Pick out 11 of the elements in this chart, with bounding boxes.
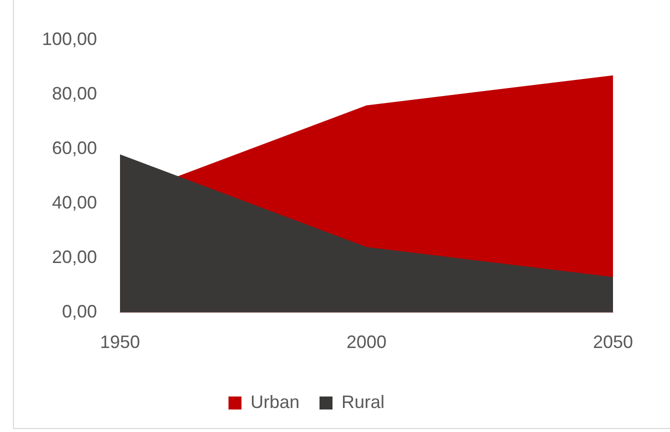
y-tick-label: 60,00 — [52, 138, 97, 158]
y-tick-label: 80,00 — [52, 83, 97, 104]
y-tick-label: 100,00 — [42, 28, 97, 49]
y-tick-label: 20,00 — [52, 246, 97, 267]
y-tick-label: 40,00 — [52, 192, 97, 212]
x-tick-label: 2050 — [592, 332, 634, 352]
legend-label: Rural — [342, 392, 385, 412]
x-tick-label: 2000 — [346, 332, 387, 352]
y-tick-label: 0,00 — [62, 301, 97, 322]
x-tick-label: 1950 — [100, 332, 140, 352]
legend-label: Urban — [250, 392, 300, 412]
